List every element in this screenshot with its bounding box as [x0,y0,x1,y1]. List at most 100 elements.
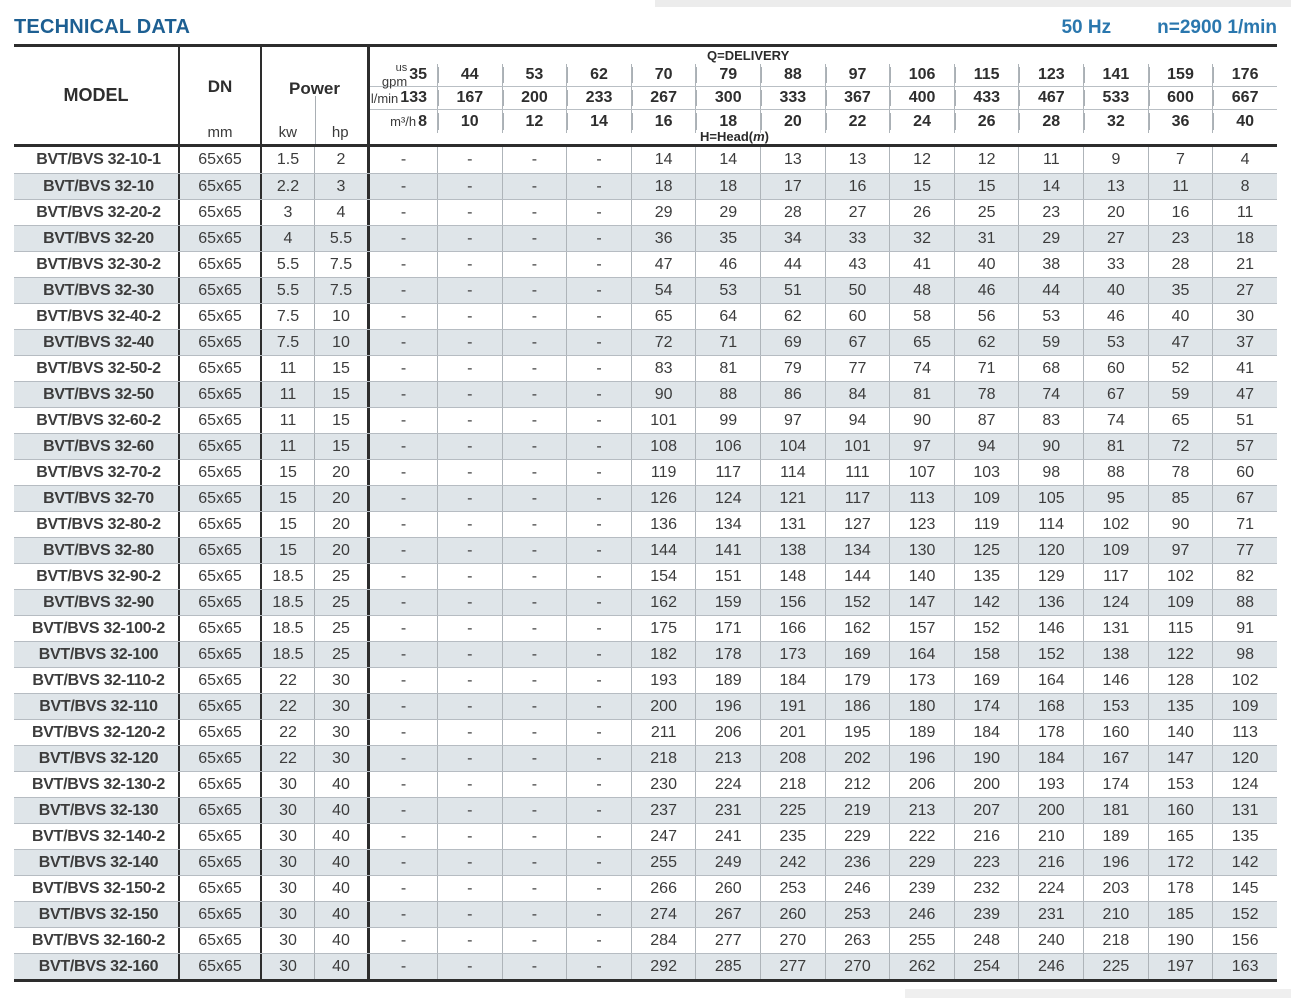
model-cell: BVT/BVS 32-70 [14,486,180,511]
head-value-cell: 98 [1212,642,1277,667]
kw-cell: 7.5 [262,330,315,355]
kw-cell: 5.5 [262,278,315,303]
spec-values: 50 Hz n=2900 1/min [1061,17,1277,39]
head-value-cell: - [501,798,567,823]
head-value-cell: - [400,671,407,689]
head-value-cell: 74 [889,356,954,381]
head-value-cell: 107 [889,460,954,485]
dn-cell: 65x65 [180,798,262,823]
head-value-cell: 144 [630,538,696,563]
head-value-cell: 15 [953,174,1019,199]
head-value-cell: - [566,616,631,641]
dn-cell: 65x65 [180,772,262,797]
head-value-cell: 119 [953,512,1019,537]
head-value-cell: 135 [1212,824,1277,849]
head-value-cell: - [400,203,407,221]
model-cell: BVT/BVS 32-90 [14,590,180,615]
head-value-cell: 117 [824,486,890,511]
head-value-cell: 53 [1018,304,1083,329]
head-value-cell: - [501,538,567,563]
delivery-value: 367 [824,87,890,109]
head-value-cell: 237 [630,798,696,823]
head-value-cell: 103 [953,460,1019,485]
table-row: BVT/BVS 32-80-2 65x65 15 20 - - - -136 134 13… [14,511,1277,537]
hp-cell: 25 [315,590,370,615]
head-value-cell: - [400,281,407,299]
head-value-cell: - [501,512,567,537]
head-value-cell: - [566,278,631,303]
dn-cell: 65x65 [180,850,262,875]
head-value-cell: 284 [630,928,696,953]
head-value-cell: - [501,174,567,199]
head-value-cell: - [566,147,631,173]
head-value-cell: 64 [695,304,760,329]
head-value-cell: 117 [695,460,760,485]
head-value-cell: 27 [1212,278,1277,303]
kw-cell: 1.5 [262,147,315,173]
head-value-cell: 172 [1147,850,1213,875]
head-value-cell: - [437,720,502,745]
delivery-value: 200 [501,87,567,109]
table-row: BVT/BVS 32-10-1 65x65 1.5 2 - - - -14 14 13 13… [14,147,1277,173]
head-value-cell: 184 [1018,746,1083,771]
head-value-cell: 242 [760,850,825,875]
head-value-cell: 175 [630,616,696,641]
head-value-cell: - [437,252,502,277]
delivery-value: 233 [566,87,631,109]
table-row: BVT/BVS 32-150 65x65 30 40 - - - -274 267 260… [14,901,1277,927]
head-value-cell: - [400,801,407,819]
kw-cell: 15 [262,486,315,511]
table-row: BVT/BVS 32-30 65x65 5.5 7.5 - - - -54 53 51 50… [14,277,1277,303]
head-value-cell: 166 [760,616,825,641]
model-cell: BVT/BVS 32-80 [14,538,180,563]
kw-cell: 11 [262,382,315,407]
head-value-cell: 131 [1212,798,1277,823]
head-value-cell: 57 [1212,434,1277,459]
dn-cell: 65x65 [180,694,262,719]
head-value-cell: 178 [1147,876,1213,901]
head-value-cell: - [437,460,502,485]
model-cell: BVT/BVS 32-160-2 [14,928,180,953]
kw-cell: 2.2 [262,174,315,199]
model-cell: BVT/BVS 32-130 [14,798,180,823]
head-value-cell: - [501,590,567,615]
head-value-cell: 12 [889,147,954,173]
head-value-cell: 18 [1212,226,1277,251]
model-cell: BVT/BVS 32-40 [14,330,180,355]
head-value-cell: 246 [1018,954,1083,979]
head-value-cell: 236 [824,850,890,875]
head-value-cell: 51 [1212,408,1277,433]
head-value-cell: - [566,382,631,407]
delivery-value: 24 [889,110,954,133]
head-value-cell: 240 [1018,928,1083,953]
hp-cell: 10 [315,330,370,355]
head-value-cell: - [566,486,631,511]
head-value-cell: - [501,720,567,745]
scan-artifact-top [655,0,1291,7]
hp-unit-label: hp [331,124,349,141]
kw-cell: 3 [262,200,315,225]
head-value-cell: 88 [1083,460,1148,485]
head-value-cell: - [501,616,567,641]
head-value-cell: - [501,564,567,589]
delivery-value: 10 [437,110,502,133]
kw-cell: 30 [262,772,315,797]
head-value-cell: - [437,954,502,979]
dn-cell: 65x65 [180,902,262,927]
head-value-cell: 216 [1018,850,1083,875]
head-value-cell: 260 [760,902,825,927]
head-value-cell: - [400,333,407,351]
head-value-cell: 213 [695,746,760,771]
dn-cell: 65x65 [180,668,262,693]
head-value-cell: 51 [760,278,825,303]
head-value-cell: 14 [630,147,696,173]
head-value-cell: 224 [695,772,760,797]
head-value-cell: 255 [630,850,696,875]
model-cell: BVT/BVS 32-90-2 [14,564,180,589]
head-value-cell: 134 [695,512,760,537]
head-value-cell: 142 [953,590,1019,615]
head-value-cell: 120 [1018,538,1083,563]
head-value-cell: - [501,408,567,433]
head-value-cell: 23 [1018,200,1083,225]
model-cell: BVT/BVS 32-120-2 [14,720,180,745]
